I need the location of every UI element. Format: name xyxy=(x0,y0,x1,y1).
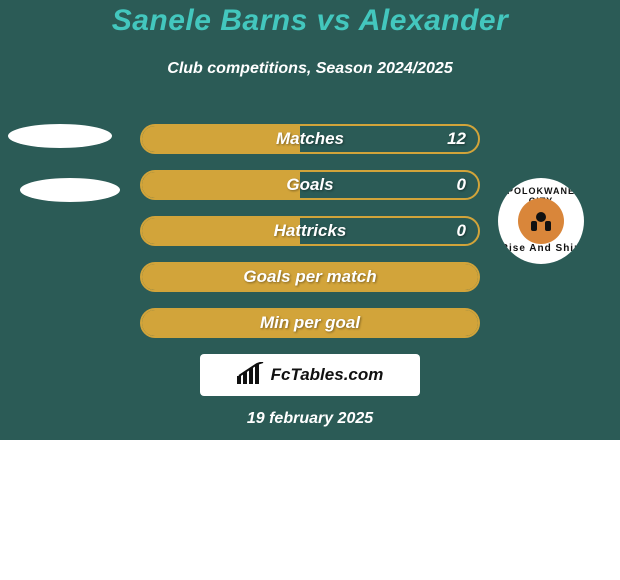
stat-row-right-value: 12 xyxy=(447,126,466,152)
page: Sanele Barns vs Alexander Club competiti… xyxy=(0,0,620,580)
subtitle: Club competitions, Season 2024/2025 xyxy=(0,60,620,78)
club-badge: POLOKWANE CITY Rise And Shin xyxy=(498,178,584,264)
page-title: Sanele Barns vs Alexander xyxy=(0,4,620,38)
date-label: 19 february 2025 xyxy=(0,410,620,428)
placeholder-ellipse xyxy=(20,178,120,202)
stat-row-label: Min per goal xyxy=(142,310,478,336)
chart-icon xyxy=(237,362,265,389)
placeholder-ellipse xyxy=(8,124,112,148)
stat-row: Goals0 xyxy=(140,170,480,200)
stat-row: Goals per match xyxy=(140,262,480,292)
fctables-logo: FcTables.com xyxy=(200,354,420,396)
stat-row: Matches12 xyxy=(140,124,480,154)
stat-row-right-value: 0 xyxy=(457,218,466,244)
stat-rows: Matches12Goals0Hattricks0Goals per match… xyxy=(140,124,480,354)
stats-card: Sanele Barns vs Alexander Club competiti… xyxy=(0,0,620,440)
stat-row-label: Matches xyxy=(142,126,478,152)
crest-icon xyxy=(527,207,555,235)
stat-row-label: Hattricks xyxy=(142,218,478,244)
badge-text-bottom: Rise And Shin xyxy=(498,243,584,254)
stat-row-label: Goals per match xyxy=(142,264,478,290)
stat-row: Hattricks0 xyxy=(140,216,480,246)
logo-text: FcTables.com xyxy=(271,365,384,385)
stat-row-right-value: 0 xyxy=(457,172,466,198)
stat-row: Min per goal xyxy=(140,308,480,338)
stat-row-label: Goals xyxy=(142,172,478,198)
badge-inner-icon xyxy=(518,198,564,244)
